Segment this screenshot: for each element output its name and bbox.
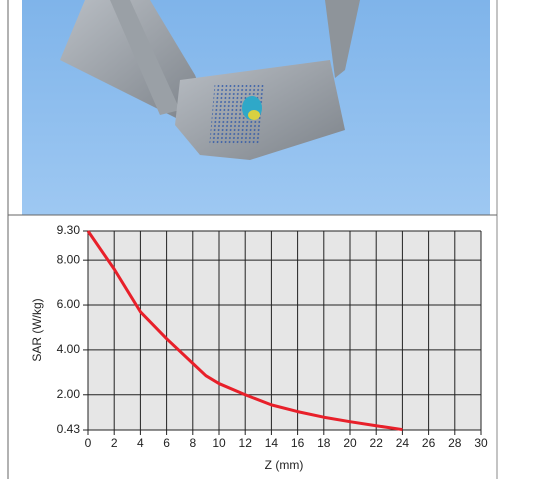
x-tick-label: 24 <box>396 436 410 450</box>
x-tick-label: 20 <box>343 436 357 450</box>
x-tick-label: 0 <box>85 436 92 450</box>
x-tick-label: 2 <box>111 436 118 450</box>
x-tick-label: 28 <box>448 436 462 450</box>
y-tick-label: 4.00 <box>57 342 81 356</box>
y-tick-label: 9.30 <box>57 223 81 237</box>
y-tick-label: 8.00 <box>57 252 81 266</box>
y-axis-label: SAR (W/kg) <box>30 298 44 361</box>
y-tick-label: 6.00 <box>57 297 81 311</box>
data-line <box>86 230 403 432</box>
x-tick-label: 8 <box>189 436 196 450</box>
x-tick-label: 6 <box>163 436 170 450</box>
x-tick-label: 10 <box>212 436 226 450</box>
hotspot-peak <box>248 110 260 120</box>
x-tick-label: 16 <box>291 436 305 450</box>
x-tick-label: 14 <box>265 436 279 450</box>
phantom-fold <box>110 0 180 115</box>
x-axis-label: Z (mm) <box>265 458 304 472</box>
x-tick-label: 22 <box>370 436 384 450</box>
x-tick-label: 12 <box>239 436 253 450</box>
render-view <box>22 0 490 215</box>
y-tick-label: 2.00 <box>57 387 81 401</box>
phantom-right-wall <box>325 0 360 78</box>
x-tick-label: 26 <box>422 436 436 450</box>
plot-area <box>88 231 481 430</box>
x-tick-label: 30 <box>474 436 488 450</box>
x-tick-label: 4 <box>137 436 144 450</box>
x-tick-label: 18 <box>317 436 331 450</box>
y-tick-label: 0.43 <box>57 422 81 436</box>
